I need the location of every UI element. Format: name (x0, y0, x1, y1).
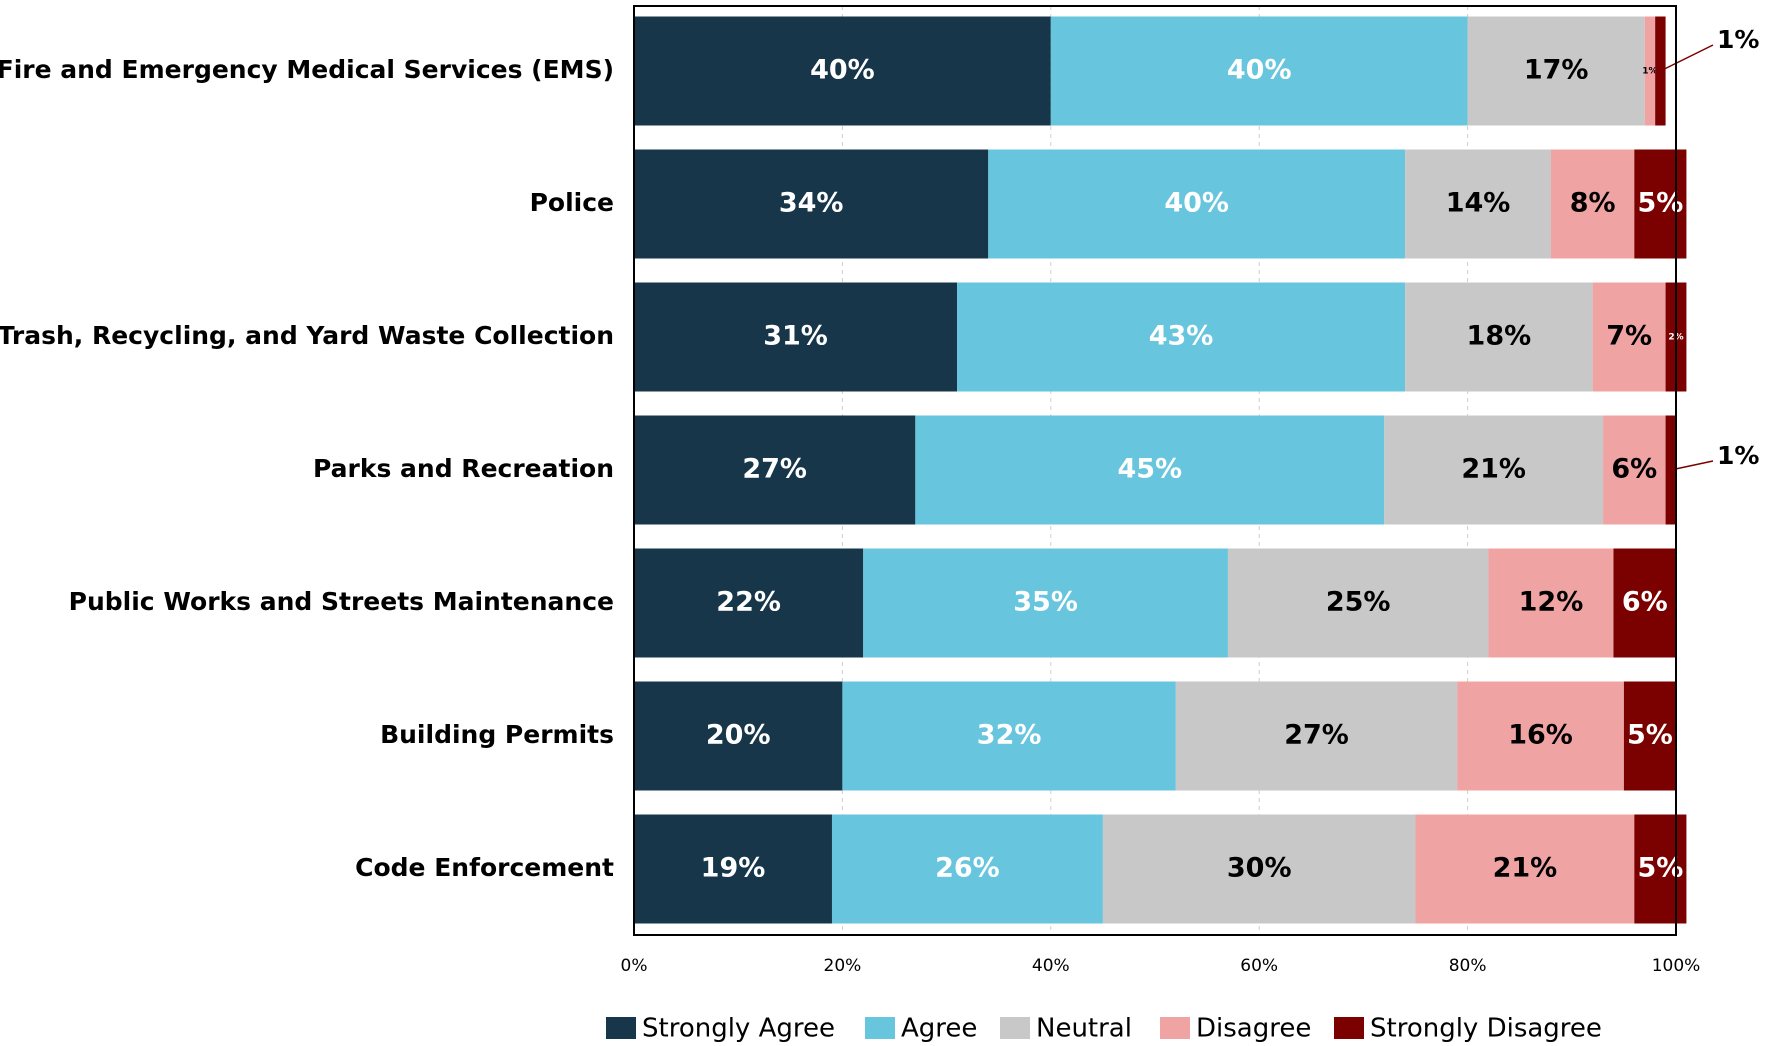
data-label: 30% (1227, 853, 1292, 884)
callout-line (1660, 44, 1714, 72)
bar-segment (1102, 814, 1416, 924)
bar-segment (634, 16, 1051, 126)
data-label: 40% (810, 55, 875, 86)
category-label: Fire and Emergency Medical Services (EMS… (0, 55, 614, 84)
legend-label: Strongly Disagree (1370, 1014, 1602, 1044)
category-label: Building Permits (380, 720, 614, 749)
bar-segment (634, 681, 843, 791)
callout-line (1670, 460, 1714, 471)
bar-segment (1405, 282, 1593, 392)
bar-segment (1623, 681, 1676, 791)
bar-segment (634, 282, 958, 392)
x-tick-label: 20% (824, 956, 862, 976)
data-label: 26% (935, 853, 1000, 884)
data-label: 16% (1508, 720, 1573, 751)
data-label: 20% (706, 720, 771, 751)
data-label: 21% (1493, 853, 1558, 884)
data-label: 34% (779, 188, 844, 219)
bar-segment (1550, 149, 1635, 259)
data-label: 6% (1611, 454, 1657, 485)
bar-segment (1634, 814, 1687, 924)
bar-segment (1644, 16, 1656, 126)
bar-segment (634, 814, 832, 924)
data-label: 8% (1570, 188, 1616, 219)
bar-segment (842, 681, 1176, 791)
data-label: 27% (742, 454, 807, 485)
bar-segment (1227, 548, 1489, 658)
data-label: 1% (1717, 441, 1759, 470)
bar-segment (915, 415, 1385, 525)
data-label: 22% (716, 587, 781, 618)
data-label: 1% (1642, 67, 1657, 77)
data-label: 19% (701, 853, 766, 884)
legend-label: Disagree (1196, 1014, 1311, 1044)
x-tick-label: 100% (1652, 956, 1701, 976)
category-label: Trash, Recycling, and Yard Waste Collect… (0, 321, 614, 350)
x-tick-label: 40% (1032, 956, 1070, 976)
bar-segment (831, 814, 1103, 924)
bar-segment (863, 548, 1228, 658)
data-label: 27% (1284, 720, 1349, 751)
x-tick-label: 80% (1449, 956, 1487, 976)
data-label: 12% (1519, 587, 1584, 618)
data-label: 18% (1467, 321, 1532, 352)
data-label: 32% (977, 720, 1042, 751)
data-label: 40% (1164, 188, 1229, 219)
data-label: 43% (1149, 321, 1214, 352)
category-label: Police (530, 188, 614, 217)
data-label: 35% (1013, 587, 1078, 618)
x-tick-label: 0% (621, 956, 648, 976)
category-label: Public Works and Streets Maintenance (69, 587, 614, 616)
legend-swatch (1334, 1017, 1364, 1039)
data-label: 45% (1117, 454, 1182, 485)
bar-segment (1592, 282, 1666, 392)
bar-segment (1603, 415, 1666, 525)
x-tick-label: 60% (1240, 956, 1278, 976)
legend-swatch (1000, 1017, 1030, 1039)
bar-segment (1467, 16, 1645, 126)
data-label: 25% (1326, 587, 1391, 618)
legend-swatch (606, 1017, 636, 1039)
bar-segment (1050, 16, 1468, 126)
data-label: 5% (1627, 720, 1673, 751)
legend-swatch (1160, 1017, 1190, 1039)
bar-segment (1384, 415, 1604, 525)
data-label: 7% (1606, 321, 1652, 352)
legend-label: Neutral (1036, 1014, 1132, 1044)
data-label: 21% (1461, 454, 1526, 485)
bar-segment (957, 282, 1406, 392)
data-label: 6% (1622, 587, 1668, 618)
data-label: 31% (763, 321, 828, 352)
bar-segment (1634, 149, 1687, 259)
bar-segment (988, 149, 1406, 259)
bar-segment (1488, 548, 1614, 658)
category-label: Parks and Recreation (313, 454, 614, 483)
data-label: 17% (1524, 55, 1589, 86)
legend-label: Agree (901, 1014, 977, 1044)
bar-segment (1405, 149, 1551, 259)
bar-segment (1175, 681, 1458, 791)
bar-segment (634, 149, 989, 259)
plot-frame (633, 5, 1677, 936)
data-label: 1% (1717, 25, 1759, 54)
bar-segment (634, 415, 916, 525)
bar-segment (1613, 548, 1676, 658)
bar-segment (634, 548, 864, 658)
legend-label: Strongly Agree (642, 1014, 835, 1044)
category-label: Code Enforcement (355, 853, 614, 882)
data-label: 14% (1446, 188, 1511, 219)
bar-segment (1457, 681, 1624, 791)
bar-segment (1415, 814, 1635, 924)
legend-swatch (865, 1017, 895, 1039)
data-label: 40% (1227, 55, 1292, 86)
